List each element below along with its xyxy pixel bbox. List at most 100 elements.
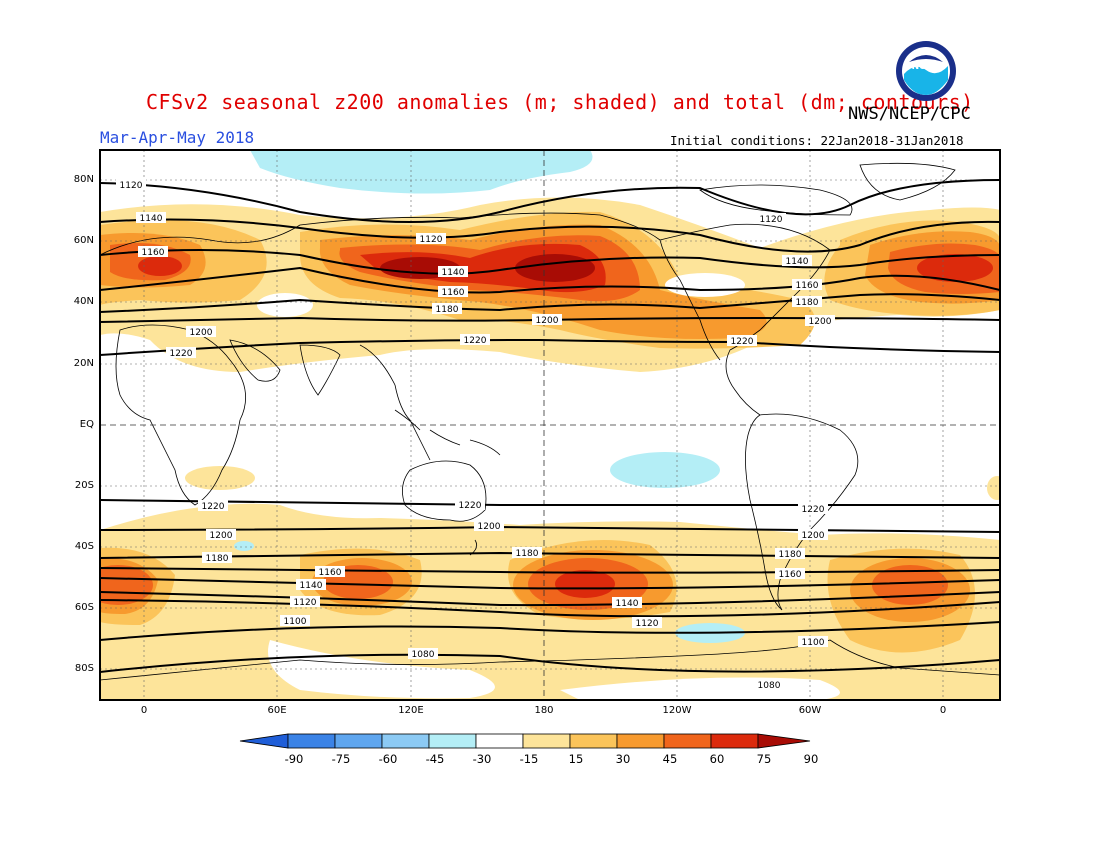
forecast-period: Mar-Apr-May 2018 [100, 128, 255, 147]
contour-label: 1180 [512, 547, 542, 559]
contour-label: 1140 [782, 255, 812, 267]
contour-label: 1120 [290, 596, 320, 608]
contour-label: 1180 [775, 548, 805, 560]
svg-text:1100: 1100 [802, 638, 825, 648]
colorbar-label: 75 [756, 752, 772, 766]
lon-label: 120W [662, 705, 692, 716]
contour-label: 1100 [798, 636, 828, 648]
colorbar-swatch [616, 733, 665, 749]
contour-label: 1160 [138, 246, 168, 258]
svg-text:1160: 1160 [442, 288, 465, 298]
svg-text:1180: 1180 [796, 298, 819, 308]
contour-label: 1160 [438, 286, 468, 298]
contour-label: 1220 [727, 335, 757, 347]
lat-label: 20N [73, 358, 94, 369]
colorbar [239, 733, 811, 749]
colorbar-swatch [710, 733, 759, 749]
contour-label: 1200 [206, 529, 236, 541]
svg-text:1120: 1120 [120, 181, 143, 191]
contour-label: 1140 [612, 597, 642, 609]
contour-label: 1120 [756, 213, 786, 225]
noaa-logo-icon: NOAA [896, 41, 956, 101]
lat-label: 20S [74, 480, 94, 491]
colorbar-swatch [428, 733, 477, 749]
svg-text:1180: 1180 [206, 554, 229, 564]
svg-text:1160: 1160 [142, 248, 165, 258]
contour-label: 1220 [198, 500, 228, 512]
agency-label: NWS/NCEP/CPC [848, 104, 971, 124]
contour-label: 1120 [116, 179, 146, 191]
svg-text:1120: 1120 [760, 215, 783, 225]
svg-text:1080: 1080 [758, 681, 781, 691]
lon-label: 0 [140, 705, 148, 716]
lat-label: 80S [74, 663, 94, 674]
contour-label: 1140 [136, 212, 166, 224]
colorbar-swatch [381, 733, 430, 749]
svg-text:1140: 1140 [300, 581, 323, 591]
colorbar-swatch [287, 733, 336, 749]
svg-text:1220: 1220 [731, 337, 754, 347]
contour-label: 1160 [315, 566, 345, 578]
colorbar-arrow-high [757, 733, 811, 749]
colorbar-swatch [334, 733, 383, 749]
svg-text:1220: 1220 [802, 505, 825, 515]
svg-text:1140: 1140 [442, 268, 465, 278]
svg-text:1140: 1140 [616, 599, 639, 609]
lat-label: 60N [73, 235, 94, 246]
svg-text:1200: 1200 [210, 531, 233, 541]
lon-label: 0 [939, 705, 947, 716]
colorbar-label: 45 [662, 752, 678, 766]
contour-label: 1140 [296, 579, 326, 591]
contour-label: 1220 [455, 499, 485, 511]
svg-text:1120: 1120 [420, 235, 443, 245]
contour-label: 1120 [632, 617, 662, 629]
svg-text:1220: 1220 [464, 336, 487, 346]
svg-text:1220: 1220 [459, 501, 482, 511]
contour-label-group: 1120 1140 1160 1120 1140 1160 1180 1200 … [116, 179, 835, 691]
contour-label: 1220 [166, 347, 196, 359]
height-contours [100, 179, 1000, 673]
lon-label: 60E [267, 705, 287, 716]
contour-label: 1200 [798, 529, 828, 541]
colorbar-label: -60 [378, 752, 398, 766]
svg-text:1160: 1160 [779, 570, 802, 580]
anomaly-shading [100, 150, 1000, 700]
contour-label: 1140 [438, 266, 468, 278]
svg-text:1200: 1200 [536, 316, 559, 326]
colorbar-arrow-low [239, 733, 289, 749]
svg-text:1160: 1160 [319, 568, 342, 578]
lon-label: 180 [534, 705, 554, 716]
svg-text:1180: 1180 [779, 550, 802, 560]
map-title: CFSv2 seasonal z200 anomalies (m; shaded… [146, 90, 974, 114]
contour-label: 1100 [280, 615, 310, 627]
equator-dateline [100, 150, 1000, 700]
contour-label: 1220 [798, 503, 828, 515]
svg-text:1220: 1220 [202, 502, 225, 512]
contour-label: 1080 [408, 648, 438, 660]
contour-label: 1120 [416, 233, 446, 245]
contour-label: 1180 [202, 552, 232, 564]
colorbar-label: -15 [519, 752, 539, 766]
contour-label: 1200 [186, 326, 216, 338]
svg-text:1200: 1200 [809, 317, 832, 327]
svg-text:1180: 1180 [436, 305, 459, 315]
svg-text:NOAA: NOAA [912, 62, 941, 72]
colorbar-label: 15 [568, 752, 584, 766]
contour-label: 1220 [460, 334, 490, 346]
colorbar-label: -90 [284, 752, 304, 766]
svg-text:1120: 1120 [294, 598, 317, 608]
contour-label: 1180 [792, 296, 822, 308]
svg-text:1140: 1140 [140, 214, 163, 224]
svg-text:1200: 1200 [190, 328, 213, 338]
contour-label: 1200 [474, 520, 504, 532]
svg-text:1180: 1180 [516, 549, 539, 559]
contour-label: 1080 [754, 679, 784, 691]
contour-label: 1160 [792, 279, 822, 291]
contour-label: 1200 [532, 314, 562, 326]
colorbar-swatch [569, 733, 618, 749]
svg-text:1120: 1120 [636, 619, 659, 629]
initial-conditions: Initial conditions: 22Jan2018-31Jan2018 [670, 133, 964, 148]
colorbar-label: -30 [472, 752, 492, 766]
contour-label: 1180 [432, 303, 462, 315]
